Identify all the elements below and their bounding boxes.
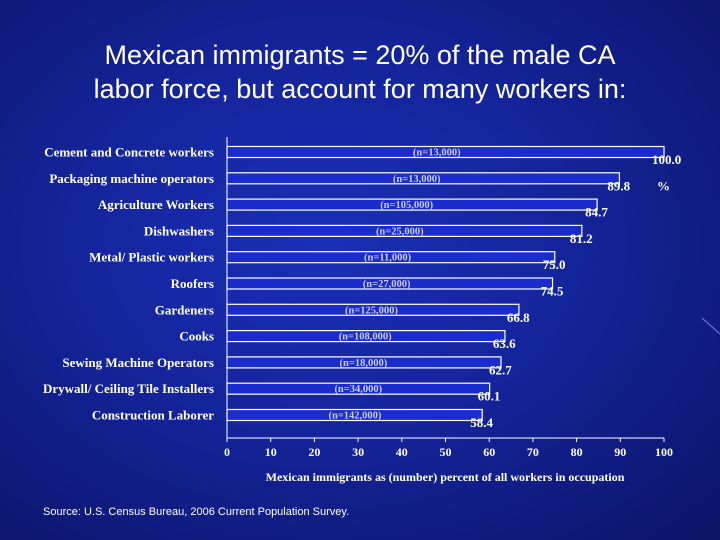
category-label: Cement and Concrete workers: [44, 145, 214, 160]
value-label: 81.2: [570, 231, 593, 246]
value-label: 84.7: [585, 205, 608, 220]
category-label: Sewing Machine Operators: [62, 355, 214, 370]
count-label: (n=27,000): [363, 279, 411, 290]
x-tick-label: 60: [483, 445, 495, 459]
count-label: (n=34,000): [334, 384, 382, 395]
x-tick-label: 40: [396, 445, 408, 459]
slide-title: Mexican immigrants = 20% of the male CA …: [0, 38, 720, 106]
value-label: 62.7: [489, 362, 512, 377]
x-tick-label: 20: [308, 445, 320, 459]
count-label: (n=25,000): [376, 226, 424, 237]
x-tick-label: 100: [655, 445, 673, 459]
x-tick-label: 70: [527, 445, 539, 459]
x-tick-label: 0: [224, 445, 230, 459]
category-label: Cooks: [179, 329, 214, 344]
count-label: (n=125,000): [345, 305, 398, 316]
category-label: Construction Laborer: [92, 408, 214, 423]
x-axis-label: Mexican immigrants as (number) percent o…: [266, 470, 625, 484]
count-label: (n=13,000): [413, 148, 461, 159]
source-note: Source: U.S. Census Bureau, 2006 Current…: [43, 506, 350, 518]
value-label: 75.0: [543, 257, 566, 272]
category-label: Dishwashers: [144, 223, 214, 238]
value-label: 60.1: [478, 389, 501, 404]
value-label: 66.8: [507, 310, 530, 325]
x-tick-label: 30: [352, 445, 364, 459]
count-label: (n=105,000): [380, 200, 433, 211]
count-label: (n=11,000): [364, 253, 412, 264]
title-line-2: labor force, but account for many worker…: [93, 74, 627, 104]
unit-annotation: %: [657, 178, 670, 193]
value-label: 63.6: [493, 336, 516, 351]
category-label: Metal/ Plastic workers: [89, 250, 214, 265]
count-label: (n=13,000): [393, 174, 441, 185]
title-line-1: Mexican immigrants = 20% of the male CA: [104, 40, 616, 70]
x-tick-label: 10: [265, 445, 277, 459]
count-label: (n=18,000): [340, 358, 388, 369]
count-label: (n=108,000): [339, 332, 392, 343]
value-label: 74.5: [541, 284, 564, 299]
value-label: 89.8: [607, 178, 630, 193]
x-tick-label: 50: [440, 445, 452, 459]
category-label: Roofers: [171, 276, 214, 291]
count-label: (n=142,000): [328, 411, 381, 422]
category-label: Gardeners: [155, 302, 214, 317]
category-label: Packaging machine operators: [49, 171, 214, 186]
x-tick-label: 80: [571, 445, 583, 459]
category-label: Drywall/ Ceiling Tile Installers: [43, 381, 214, 396]
category-label: Agriculture Workers: [98, 197, 214, 212]
x-tick-label: 90: [614, 445, 626, 459]
value-label: 100.0: [652, 152, 681, 167]
value-label: 58.4: [470, 415, 493, 430]
